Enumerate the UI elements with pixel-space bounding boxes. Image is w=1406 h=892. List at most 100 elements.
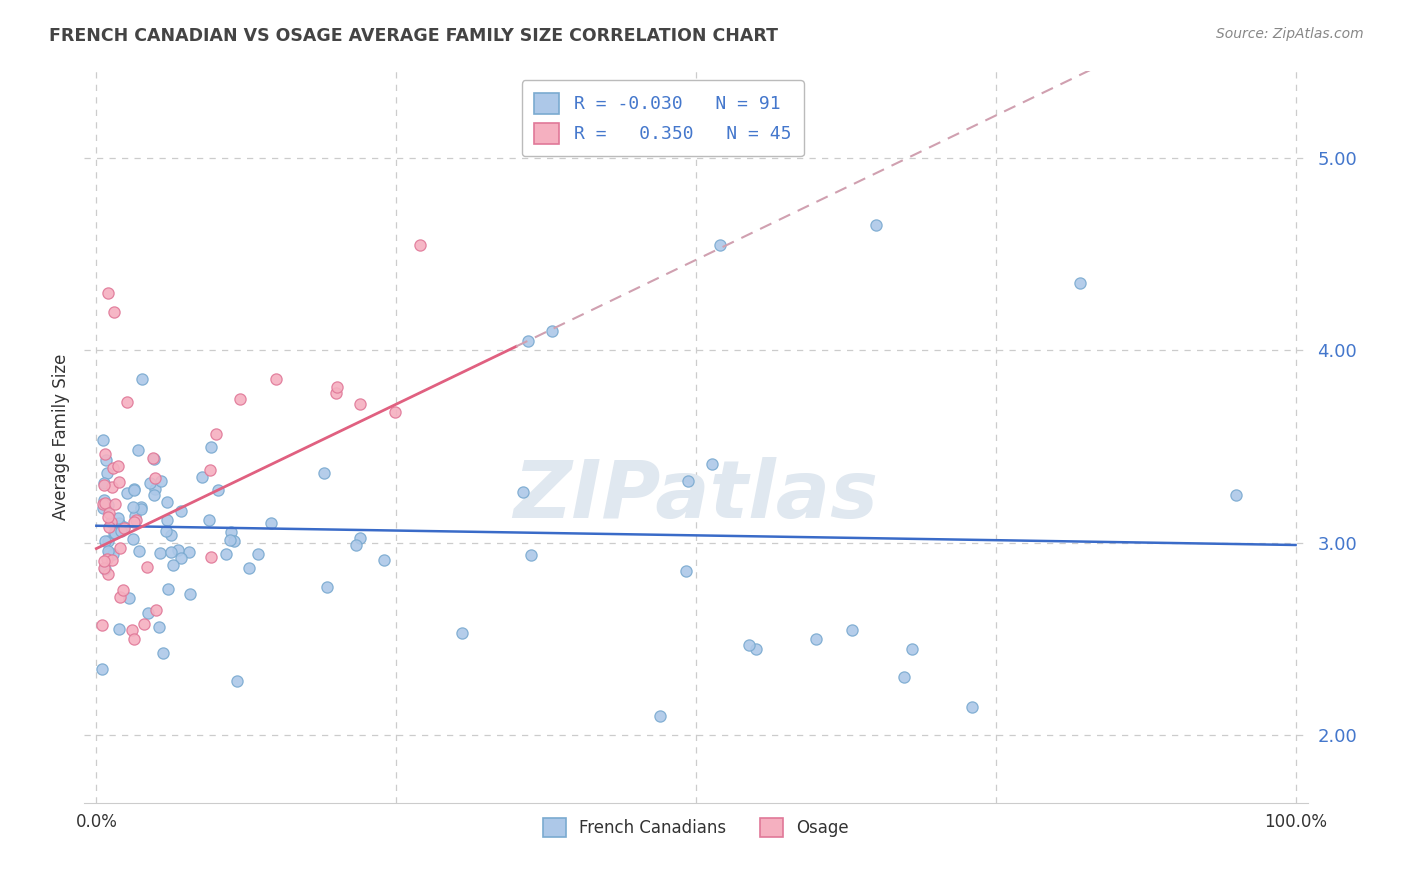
Point — [100, 553, 122, 567]
Point — [260, 516, 283, 530]
Point — [160, 528, 183, 542]
Point — [93, 475, 115, 490]
Point — [215, 547, 238, 561]
Point — [316, 580, 339, 594]
Y-axis label: Average Family Size: Average Family Size — [52, 354, 70, 520]
Point — [541, 324, 564, 338]
Point — [121, 623, 143, 637]
Point — [512, 485, 534, 500]
Point — [100, 515, 122, 529]
Point — [409, 237, 432, 252]
Point — [738, 638, 761, 652]
Point — [103, 305, 125, 319]
Point — [142, 451, 165, 466]
Point — [128, 544, 150, 558]
Point — [344, 539, 367, 553]
Point — [129, 502, 152, 516]
Point — [1069, 276, 1091, 290]
Point — [138, 476, 160, 491]
Point — [143, 482, 166, 496]
Point — [101, 461, 124, 475]
Point — [191, 470, 214, 484]
Point — [312, 466, 335, 480]
Point — [149, 546, 172, 560]
Point — [91, 497, 114, 511]
Point — [101, 547, 124, 561]
Point — [91, 618, 114, 632]
Legend: French Canadians, Osage: French Canadians, Osage — [534, 810, 858, 846]
Point — [143, 471, 166, 485]
Point — [98, 506, 121, 520]
Point — [200, 550, 222, 565]
Point — [93, 554, 115, 568]
Point — [104, 497, 127, 511]
Point — [200, 440, 222, 454]
Point — [110, 524, 132, 539]
Point — [122, 532, 145, 546]
Point — [520, 548, 543, 562]
Point — [93, 492, 115, 507]
Point — [94, 534, 117, 549]
Point — [648, 709, 671, 723]
Point — [97, 567, 120, 582]
Point — [451, 626, 474, 640]
Point — [150, 474, 173, 488]
Point — [373, 553, 395, 567]
Point — [143, 452, 166, 467]
Point — [118, 591, 141, 605]
Point — [94, 447, 117, 461]
Point — [162, 558, 184, 572]
Text: Source: ZipAtlas.com: Source: ZipAtlas.com — [1216, 27, 1364, 41]
Point — [865, 219, 887, 233]
Point — [170, 551, 193, 566]
Point — [97, 543, 120, 558]
Point — [145, 603, 167, 617]
Point — [170, 504, 193, 518]
Point — [112, 520, 135, 534]
Point — [179, 587, 201, 601]
Point — [709, 237, 731, 252]
Point — [100, 480, 122, 494]
Point — [117, 395, 139, 409]
Point — [676, 474, 699, 488]
Point — [219, 524, 242, 539]
Point — [94, 496, 117, 510]
Point — [155, 524, 177, 538]
Point — [96, 552, 118, 566]
Point — [136, 606, 159, 620]
Point — [97, 285, 120, 300]
Point — [143, 488, 166, 502]
Point — [198, 512, 221, 526]
Point — [238, 561, 260, 575]
Point — [218, 533, 240, 548]
Point — [124, 508, 146, 523]
Point — [103, 525, 125, 540]
Point — [97, 498, 120, 512]
Point — [349, 531, 371, 545]
Text: ZIPatlas: ZIPatlas — [513, 457, 879, 534]
Point — [200, 462, 222, 476]
Point — [225, 674, 247, 689]
Point — [124, 483, 146, 498]
Point — [148, 619, 170, 633]
Point — [804, 632, 827, 647]
Point — [107, 458, 129, 473]
Point — [108, 475, 131, 490]
Point — [960, 699, 983, 714]
Point — [159, 545, 181, 559]
Point — [229, 392, 252, 406]
Point — [112, 521, 135, 535]
Point — [893, 670, 915, 684]
Point — [134, 616, 156, 631]
Text: FRENCH CANADIAN VS OSAGE AVERAGE FAMILY SIZE CORRELATION CHART: FRENCH CANADIAN VS OSAGE AVERAGE FAMILY … — [49, 27, 778, 45]
Point — [104, 525, 127, 540]
Point — [122, 482, 145, 496]
Point — [901, 641, 924, 656]
Point — [91, 662, 114, 676]
Point — [167, 542, 190, 557]
Point — [700, 458, 723, 472]
Point — [384, 404, 406, 418]
Point — [91, 433, 114, 447]
Point — [121, 500, 143, 515]
Point — [115, 485, 138, 500]
